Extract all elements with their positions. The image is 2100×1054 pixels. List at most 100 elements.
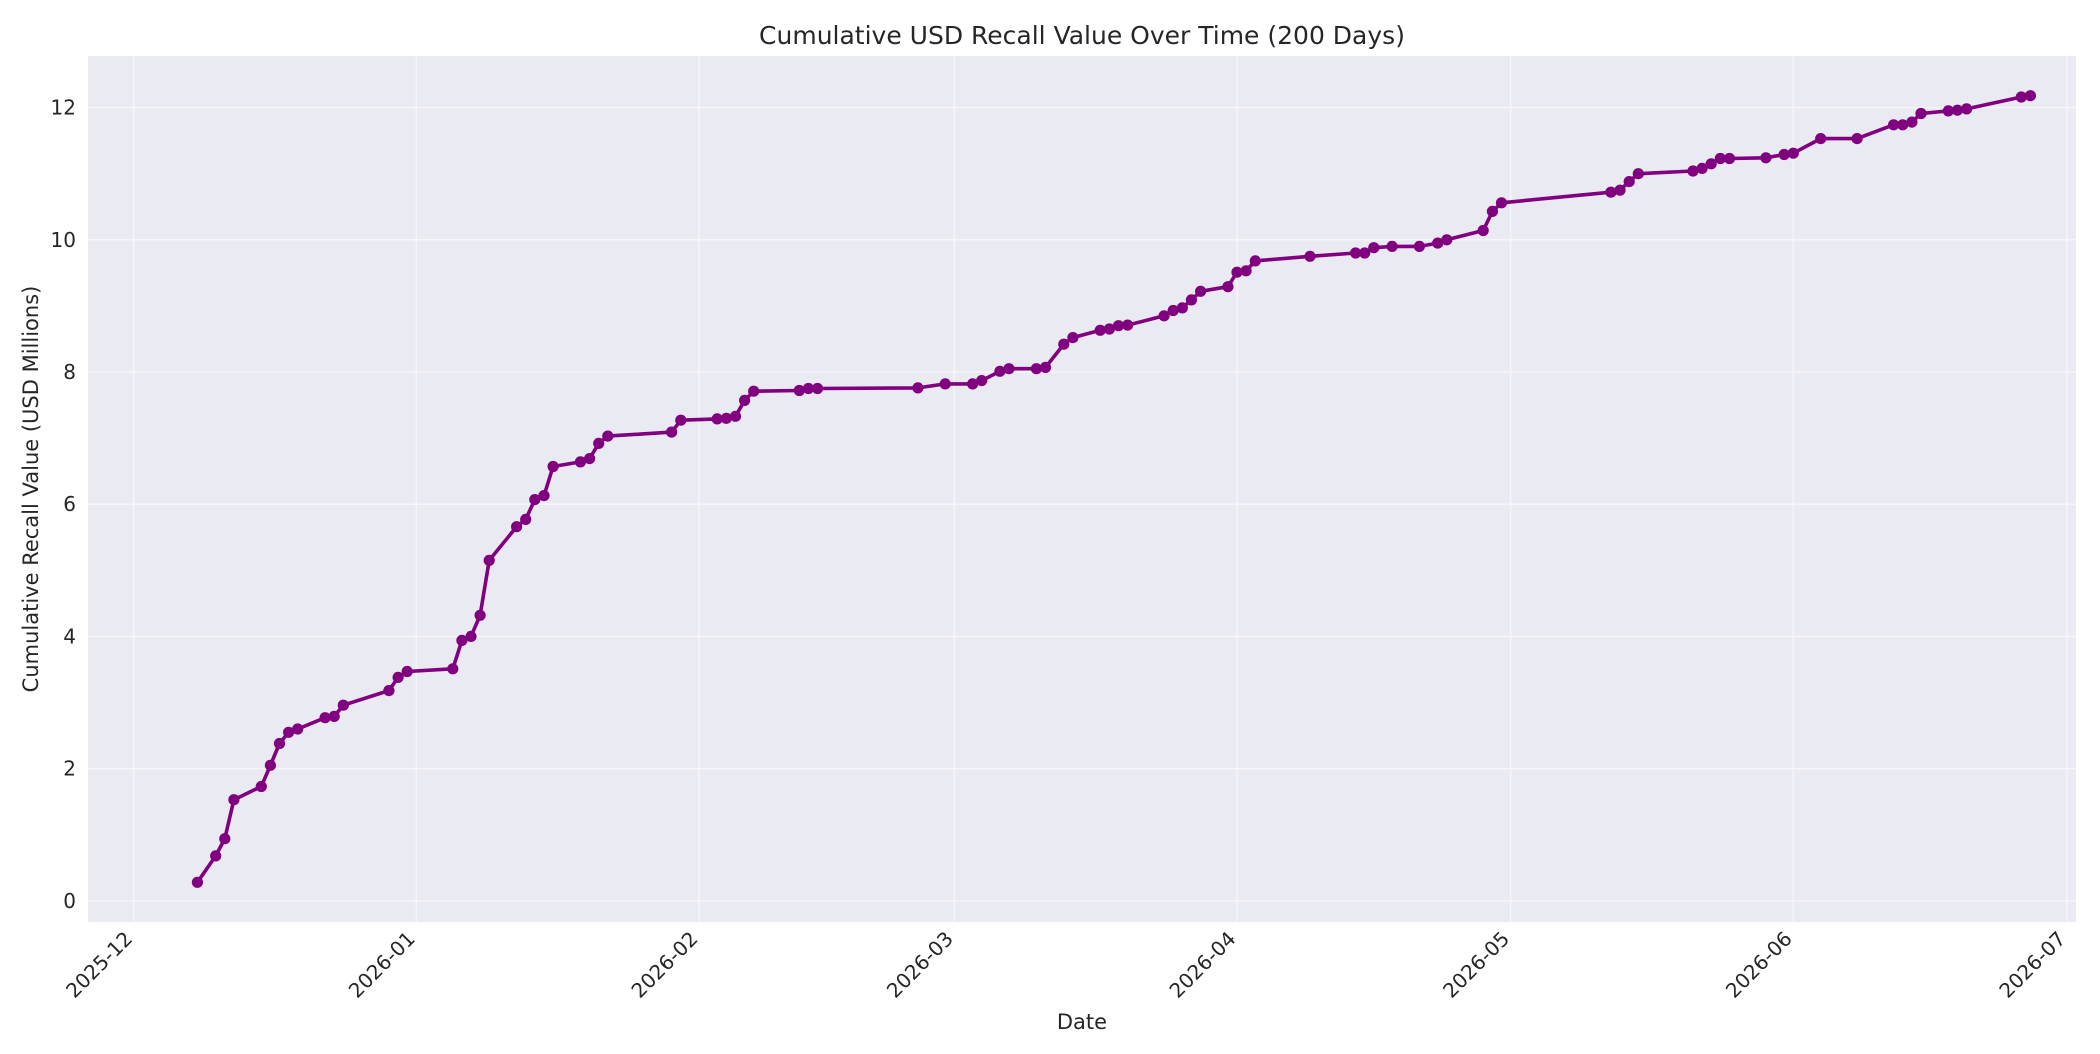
data-point	[210, 850, 222, 862]
data-point	[392, 671, 404, 684]
series-layer	[191, 90, 2036, 888]
data-point	[1778, 148, 1790, 161]
grid	[88, 56, 2076, 922]
data-point	[720, 412, 732, 424]
data-point	[465, 630, 477, 643]
data-point	[1368, 242, 1380, 254]
data-point	[401, 665, 413, 678]
data-point	[2024, 90, 2036, 102]
data-point	[967, 378, 979, 390]
data-point	[1906, 116, 1918, 128]
data-point	[447, 663, 459, 675]
data-point	[547, 460, 559, 473]
data-point	[1112, 320, 1125, 332]
data-point	[1477, 224, 1489, 237]
data-point	[383, 685, 395, 697]
data-point	[574, 456, 587, 468]
data-point	[1167, 304, 1179, 317]
data-point	[1623, 176, 1635, 188]
data-point	[802, 382, 815, 395]
data-point	[228, 794, 240, 806]
data-point	[1851, 133, 1863, 145]
data-point	[602, 430, 614, 442]
data-point	[1030, 363, 1042, 375]
data-point	[1714, 152, 1726, 165]
data-point	[1039, 361, 1052, 373]
data-point	[729, 410, 742, 422]
data-point	[976, 375, 988, 387]
data-point	[1787, 147, 1799, 159]
data-point	[666, 426, 678, 438]
data-point	[912, 382, 924, 394]
data-point	[1058, 338, 1070, 350]
data-point	[593, 437, 605, 449]
data-point	[939, 378, 951, 390]
data-point	[319, 712, 331, 724]
y-tick-label: 4	[63, 624, 76, 648]
data-point	[1231, 266, 1243, 278]
data-point	[1094, 324, 1106, 336]
data-point	[1696, 162, 1708, 174]
data-point	[1195, 285, 1207, 297]
data-point	[2015, 91, 2027, 103]
data-point	[1249, 255, 1261, 267]
y-tick-label: 12	[51, 96, 76, 120]
y-axis-label: Cumulative Recall Value (USD Millions)	[19, 286, 43, 693]
data-point	[1915, 107, 1927, 120]
data-point	[1495, 197, 1508, 209]
data-point	[811, 382, 824, 395]
y-tick-label: 8	[63, 360, 76, 384]
data-point	[328, 710, 340, 723]
data-point	[1158, 310, 1170, 322]
data-point	[1605, 186, 1617, 198]
data-point	[1961, 103, 1973, 115]
data-point	[1003, 363, 1015, 375]
data-point	[520, 513, 532, 526]
y-tick-label: 2	[63, 757, 76, 781]
data-point	[483, 554, 495, 567]
data-point	[584, 453, 596, 465]
data-point	[474, 609, 486, 621]
data-point	[292, 723, 304, 735]
data-point	[273, 737, 286, 750]
data-point	[1888, 119, 1900, 131]
data-point	[1103, 323, 1115, 335]
x-axis-label: Date	[1057, 1010, 1107, 1034]
data-point	[1687, 165, 1699, 177]
data-point	[711, 413, 723, 425]
data-point	[264, 759, 276, 771]
data-point	[255, 780, 267, 793]
data-point	[1350, 247, 1362, 259]
data-point	[1897, 119, 1909, 131]
data-point	[1705, 158, 1717, 170]
data-point	[1413, 240, 1425, 252]
data-point	[1386, 240, 1398, 252]
y-tick-label: 0	[63, 889, 76, 913]
data-point	[1122, 319, 1134, 331]
data-point	[510, 521, 523, 533]
data-point	[1723, 152, 1736, 165]
data-point	[1942, 105, 1954, 117]
data-point	[1951, 104, 1963, 116]
data-point	[748, 385, 760, 397]
data-point	[283, 726, 295, 738]
y-tick-label: 10	[51, 228, 76, 252]
chart-title: Cumulative USD Recall Value Over Time (2…	[759, 21, 1405, 50]
data-point	[1815, 133, 1827, 145]
data-point	[1185, 294, 1197, 306]
data-point	[1760, 152, 1772, 164]
data-point	[793, 384, 805, 397]
data-point	[1240, 265, 1252, 277]
data-point	[1486, 205, 1498, 217]
data-point	[1359, 247, 1371, 259]
data-point	[739, 394, 751, 406]
data-point	[1304, 250, 1316, 262]
data-point	[456, 634, 468, 647]
data-point	[538, 490, 550, 502]
data-point	[1614, 184, 1626, 196]
data-point	[1441, 234, 1453, 246]
data-point	[994, 365, 1006, 377]
data-point	[529, 494, 541, 506]
data-point	[191, 876, 203, 888]
